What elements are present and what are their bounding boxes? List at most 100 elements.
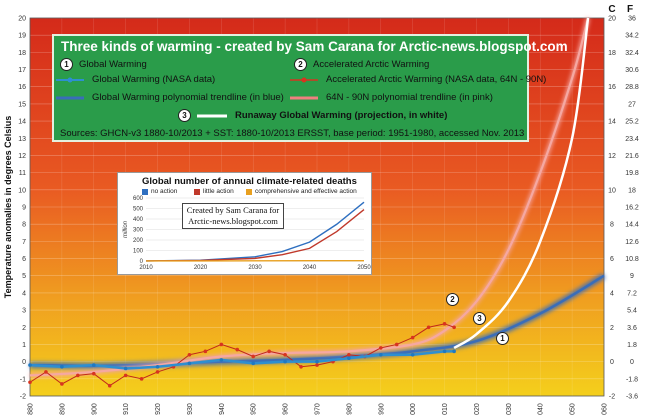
y-tick-label: 7: [22, 239, 26, 246]
x-tick-label: 1990: [378, 403, 385, 415]
inset-y-tick-label: 0: [140, 259, 144, 265]
right-axis-c-label: 18: [608, 50, 616, 57]
runaway-projection-line: [453, 17, 590, 349]
arctic-data-point: [76, 373, 80, 378]
inset-y-tick-label: 500: [133, 207, 144, 213]
inset-x-tick-label: 2050: [357, 265, 371, 271]
arctic-data-point: [299, 364, 303, 369]
right-axis-f-label: 27: [628, 101, 636, 108]
arctic-data-point: [394, 342, 399, 347]
inset-y-tick-label: 400: [133, 217, 144, 223]
global-data-point: [155, 364, 160, 369]
x-tick-label: 1890: [59, 403, 66, 415]
blue-marker-line-icon: [56, 77, 84, 82]
global-data-point: [410, 352, 415, 357]
right-axis-f-label: 28.8: [625, 84, 639, 91]
red-marker-line-icon: [290, 77, 318, 82]
right-axis-header-f: F: [627, 4, 633, 15]
arctic-data-point: [378, 346, 383, 350]
right-axis-f-label: 21.6: [625, 153, 639, 160]
arctic-data-point: [155, 370, 160, 374]
y-tick-label: 19: [18, 33, 26, 40]
arctic-series-line: [29, 323, 455, 387]
legend-item-nasa-arctic: Accelerated Arctic Warming (NASA data, 6…: [290, 74, 546, 85]
right-axis-f-label: 10.8: [625, 256, 639, 263]
inset-y-tick-label: 600: [133, 196, 144, 202]
arctic-data-point: [91, 371, 96, 376]
x-tick-label: 1960: [283, 403, 290, 415]
global-data-point: [315, 359, 319, 364]
right-axis-c-label: 0: [610, 359, 614, 366]
legend-label: Accelerated Arctic Warming (NASA data, 6…: [326, 74, 547, 85]
arctic-data-point: [283, 352, 287, 357]
right-axis-c-label: -2: [609, 394, 615, 401]
right-axis-f-label: 0: [630, 359, 634, 366]
y-tick-label: 4: [22, 290, 26, 297]
x-tick-label: 1940: [219, 403, 226, 415]
arctic-data-point: [442, 322, 447, 326]
legend-item-arctic-warming: 2 Accelerated Arctic Warming: [294, 58, 429, 71]
right-axis-f-label: 16.2: [625, 205, 639, 212]
global-data-point: [251, 361, 256, 366]
right-axis-f-label: 9: [630, 273, 634, 280]
right-axis-f-label: 14.4: [625, 222, 639, 229]
legend-label: 64N - 90N polynomial trendline (in pink): [326, 92, 493, 103]
right-axis-c-label: 10: [608, 187, 616, 194]
x-tick-label: 2020: [474, 403, 481, 415]
inset-credit-box: Created by Sam Carana for Arctic-news.bl…: [182, 203, 284, 229]
arctic-data-point: [235, 347, 240, 352]
x-tick-label: 1880: [28, 403, 35, 415]
y-tick-label: 17: [18, 67, 26, 74]
badge-2-icon: 2: [446, 293, 459, 306]
right-axis-f-label: 30.6: [625, 67, 639, 74]
x-tick-label: 2040: [538, 403, 545, 415]
x-tick-label: 2030: [506, 403, 513, 415]
global-data-point: [187, 361, 192, 366]
arctic-data-point: [44, 370, 48, 374]
x-tick-label: 2060: [602, 403, 609, 415]
arctic-data-point: [187, 352, 192, 357]
number-badge-icon: 1: [60, 58, 73, 71]
legend-item-pink-trendline: 64N - 90N polynomial trendline (in pink): [290, 92, 493, 103]
x-tick-label: 2010: [442, 403, 449, 415]
global-data-point: [452, 349, 456, 354]
arctic-data-point: [251, 354, 256, 359]
inset-x-tick-label: 2020: [194, 265, 208, 271]
right-axis-f-label: 7.2: [627, 290, 637, 297]
global-data-point: [28, 363, 32, 367]
y-tick-label: 8: [22, 222, 26, 229]
right-axis-f-label: 36: [628, 16, 636, 23]
right-axis-c-label: 12: [608, 153, 616, 160]
arctic-data-point: [267, 349, 271, 354]
right-axis-f-label: 34.2: [625, 33, 639, 40]
arctic-data-point: [410, 335, 415, 340]
y-tick-label: 11: [19, 170, 26, 177]
inset-x-tick-label: 2030: [248, 265, 262, 271]
right-axis-c-label: 6: [610, 256, 614, 263]
right-axis-c-label: 2: [610, 325, 614, 332]
orange-square-icon: [246, 188, 252, 195]
arctic-data-point: [203, 349, 208, 354]
x-tick-label: 1930: [187, 403, 194, 415]
global-data-point: [347, 356, 351, 361]
right-axis-f-label: 23.4: [625, 136, 639, 143]
y-tick-label: 14: [18, 119, 26, 126]
global-data-point: [283, 359, 287, 364]
y-tick-label: 9: [22, 205, 26, 212]
x-tick-label: 2050: [570, 403, 577, 415]
right-axis-f-label: -1.8: [626, 376, 638, 383]
arctic-data-point: [347, 352, 351, 357]
global-data-point: [60, 364, 64, 369]
legend-item-runaway: 3 Runaway Global Warming (projection, in…: [178, 109, 447, 122]
legend-item-nasa-global: Global Warming (NASA data): [56, 74, 215, 85]
inset-title: Global number of annual climate-related …: [142, 176, 357, 187]
blue-square-icon: [142, 188, 148, 195]
plot-frame: [29, 17, 605, 397]
inset-chart: Global number of annual climate-related …: [117, 172, 372, 275]
y-tick-label: 5: [22, 273, 26, 280]
global-data-point: [123, 366, 128, 371]
x-tick-label: 1970: [315, 403, 322, 415]
y-tick-label: 20: [18, 16, 26, 23]
right-axis-header-c: C: [608, 4, 615, 15]
inset-y-tick-label: 100: [133, 249, 144, 255]
